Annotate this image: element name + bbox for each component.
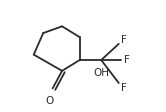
Text: F: F <box>122 35 127 45</box>
Text: OH: OH <box>93 68 109 78</box>
Text: F: F <box>122 83 127 93</box>
Text: F: F <box>124 55 130 65</box>
Text: O: O <box>46 96 54 107</box>
